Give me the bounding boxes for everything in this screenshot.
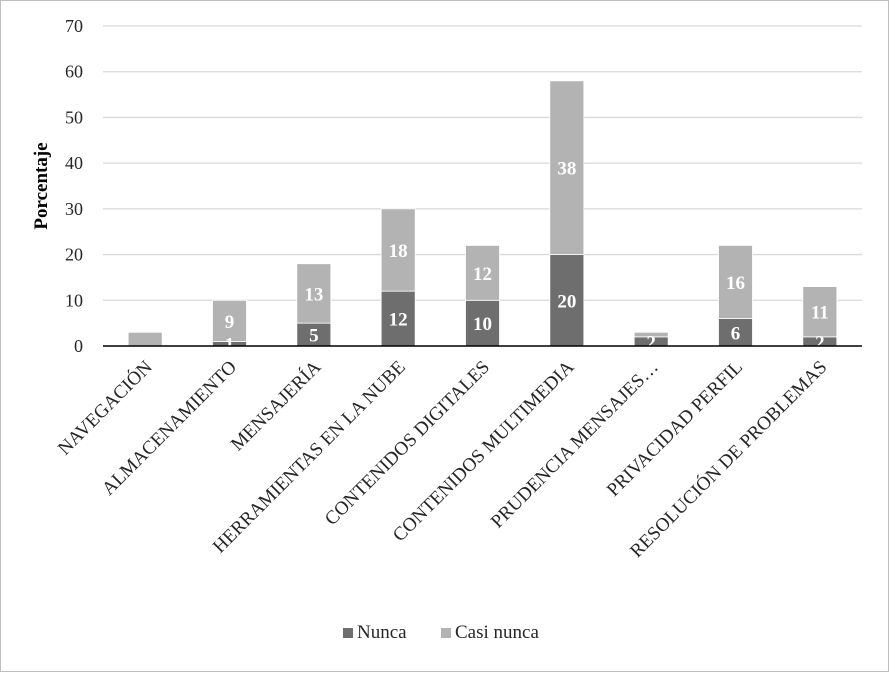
legend-swatch-nunca [343, 628, 353, 638]
data-label-nunca-7: 6 [731, 323, 741, 344]
data-label-nunca-3: 12 [389, 310, 408, 331]
category-label-5: CONTENIDOS MULTIMEDIA [389, 356, 579, 546]
y-tick-label-50: 50 [65, 107, 83, 127]
data-label-casi-nunca-3: 18 [389, 241, 408, 262]
bar-casi-nunca-1 [212, 299, 247, 342]
legend: Nunca Casi nunca [343, 622, 539, 643]
y-tick-label-70: 70 [65, 16, 83, 36]
data-label-nunca-5: 20 [557, 291, 576, 312]
y-tick-label-30: 30 [65, 199, 83, 219]
data-label-casi-nunca-7: 16 [726, 273, 745, 294]
y-tick-label-10: 10 [65, 290, 83, 310]
bar-casi-nunca-2 [296, 263, 332, 324]
legend-label-casi-nunca: Casi nunca [455, 622, 539, 643]
bar-casi-nunca-5 [549, 80, 585, 255]
bars [127, 80, 838, 347]
legend-label-nunca: Nunca [357, 622, 407, 643]
y-axis-label: Porcentaje [31, 142, 52, 229]
y-axis-ticks: 0 10 20 30 40 50 60 70 [65, 16, 83, 356]
data-label-nunca-1: 1 [225, 335, 235, 356]
y-tick-label-40: 40 [65, 153, 83, 173]
bar-casi-nunca-3 [380, 208, 416, 292]
data-label-casi-nunca-1: 9 [225, 312, 235, 333]
category-label-7: PRIVACIDAD PERFIL [603, 357, 747, 501]
data-labels: 19 5 13 12 18 10 12 20 38 2 6 16 2 11 [225, 159, 829, 356]
bar-casi-nunca-4 [465, 245, 500, 301]
gridlines [103, 25, 862, 301]
bar-nunca-4 [465, 299, 500, 347]
data-label-casi-nunca-4: 12 [473, 264, 492, 285]
category-label-6: PRUDENCIA MENSAJES… [487, 357, 663, 533]
data-label-casi-nunca-2: 13 [304, 284, 323, 305]
data-label-nunca-2: 5 [309, 326, 319, 347]
legend-swatch-casi-nunca [441, 628, 451, 638]
data-label-nunca-8: 2 [815, 332, 825, 353]
data-label-nunca-4: 10 [473, 314, 492, 335]
category-label-4: CONTENIDOS DIGITALES [321, 357, 494, 530]
y-tick-label-60: 60 [65, 62, 83, 82]
data-label-casi-nunca-8: 11 [811, 303, 829, 324]
y-tick-label-0: 0 [74, 336, 83, 356]
bar-casi-nunca-8 [802, 286, 838, 338]
data-label-nunca-6: 2 [646, 332, 656, 353]
bar-casi-nunca-0 [127, 331, 163, 347]
data-label-casi-nunca-5: 38 [557, 159, 576, 180]
category-labels: NAVEGACIÓNALMACENAMIENTOMENSAJERÍAHERRAM… [53, 356, 831, 562]
bar-nunca-5 [549, 254, 585, 347]
bar-casi-nunca-7 [718, 245, 753, 319]
y-tick-label-20: 20 [65, 245, 83, 265]
bar-casi-nunca-6 [633, 331, 669, 338]
